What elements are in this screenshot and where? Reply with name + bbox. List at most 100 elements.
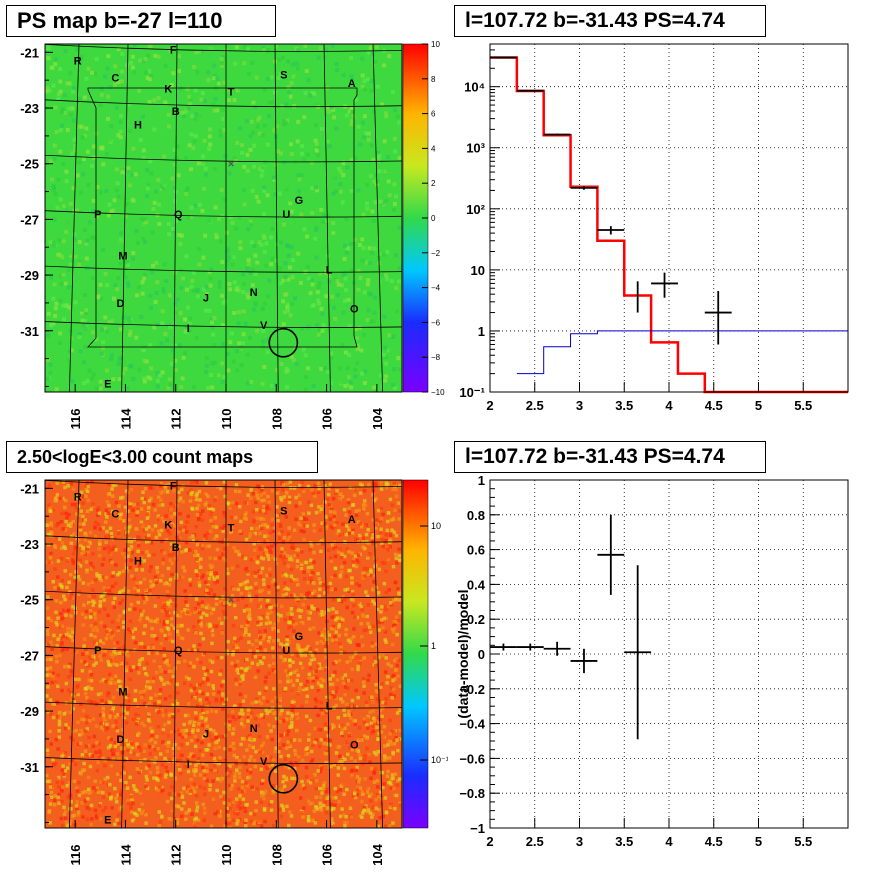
noise-pixel [136, 600, 140, 605]
noise-pixel [154, 697, 158, 702]
noise-pixel [340, 622, 344, 627]
noise-pixel [183, 328, 188, 333]
noise-pixel [250, 283, 255, 288]
noise-pixel [344, 574, 349, 579]
noise-pixel [357, 752, 362, 757]
noise-pixel [73, 495, 78, 499]
noise-pixel [68, 167, 73, 172]
noise-pixel [143, 600, 147, 605]
noise-pixel [178, 512, 182, 516]
noise-pixel [386, 765, 391, 770]
data-point [597, 226, 625, 235]
noise-pixel [320, 328, 325, 333]
noise-pixel [64, 726, 68, 731]
noise-pixel [172, 488, 176, 493]
noise-pixel [362, 795, 367, 799]
noise-pixel [78, 564, 83, 568]
noise-pixel [329, 509, 333, 514]
x-tick-label: 114 [118, 408, 133, 430]
noise-pixel [280, 510, 284, 515]
noise-pixel [120, 51, 125, 56]
noise-pixel [279, 642, 283, 646]
noise-pixel [68, 328, 73, 333]
noise-pixel [362, 114, 367, 119]
noise-pixel [131, 665, 136, 669]
noise-pixel [299, 593, 304, 597]
noise-pixel [77, 262, 82, 267]
noise-pixel [289, 142, 293, 147]
noise-pixel [138, 618, 142, 623]
noise-pixel [202, 676, 206, 681]
noise-pixel [286, 647, 290, 651]
noise-pixel [184, 191, 189, 196]
noise-pixel [174, 218, 179, 223]
noise-pixel [131, 146, 136, 151]
noise-pixel [118, 238, 123, 243]
noise-pixel [270, 557, 274, 561]
noise-pixel [396, 619, 401, 623]
noise-pixel [173, 358, 178, 363]
noise-pixel [329, 507, 334, 512]
noise-pixel [284, 592, 288, 596]
noise-pixel [118, 763, 122, 767]
noise-pixel [363, 790, 368, 794]
noise-pixel [270, 580, 275, 584]
noise-pixel [137, 543, 141, 548]
noise-pixel [215, 656, 219, 660]
noise-pixel [113, 64, 118, 69]
noise-pixel [248, 535, 252, 539]
noise-pixel [219, 794, 223, 799]
noise-pixel [69, 534, 74, 539]
source-label: O [350, 303, 359, 315]
noise-pixel [163, 775, 168, 779]
noise-pixel [209, 759, 213, 764]
noise-pixel [393, 253, 398, 258]
noise-pixel [57, 563, 61, 567]
noise-pixel [311, 303, 316, 308]
noise-pixel [203, 733, 208, 737]
noise-pixel [107, 550, 112, 555]
noise-pixel [300, 353, 305, 357]
noise-pixel [208, 276, 213, 281]
noise-pixel [217, 616, 222, 621]
noise-pixel [50, 680, 54, 685]
noise-pixel [245, 352, 250, 357]
noise-pixel [76, 810, 81, 814]
noise-pixel [161, 561, 165, 566]
noise-pixel [286, 253, 291, 258]
noise-pixel [381, 785, 385, 790]
noise-pixel [393, 508, 397, 513]
noise-pixel [145, 75, 150, 80]
noise-pixel [114, 500, 119, 505]
noise-pixel [372, 109, 377, 114]
noise-pixel [166, 602, 171, 606]
noise-pixel [288, 201, 293, 206]
noise-pixel [103, 183, 108, 188]
noise-pixel [248, 336, 252, 340]
noise-pixel [107, 792, 111, 796]
noise-pixel [319, 366, 324, 371]
noise-pixel [248, 649, 252, 653]
noise-pixel [156, 710, 161, 714]
noise-pixel [356, 695, 360, 700]
noise-pixel [131, 251, 136, 256]
noise-pixel [302, 560, 306, 565]
noise-pixel [281, 743, 286, 747]
noise-pixel [364, 823, 368, 827]
noise-pixel [197, 515, 201, 520]
noise-pixel [299, 173, 304, 177]
noise-pixel [137, 731, 141, 736]
noise-pixel [251, 651, 256, 655]
noise-pixel [131, 128, 136, 133]
noise-pixel [318, 553, 322, 558]
noise-pixel [186, 305, 191, 310]
noise-pixel [135, 513, 139, 517]
noise-pixel [255, 493, 259, 498]
noise-pixel [368, 552, 372, 556]
noise-pixel [53, 192, 58, 197]
noise-pixel [361, 212, 366, 217]
noise-pixel [305, 591, 309, 596]
noise-pixel [230, 125, 235, 130]
noise-pixel [142, 272, 147, 277]
